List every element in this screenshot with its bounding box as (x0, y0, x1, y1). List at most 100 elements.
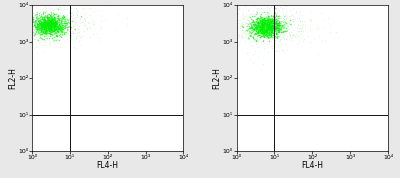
Point (60, 24, 66, 27)
Point (260, 32, 267, 35)
Point (256, 13, 263, 16)
Point (262, 25, 269, 28)
Point (63, 8, 70, 11)
Point (270, 28, 277, 31)
Point (45, 35, 52, 38)
Point (286, 14, 292, 17)
Point (253, 39, 259, 41)
Point (261, 32, 268, 34)
Point (263, 29, 270, 32)
Point (274, 11, 280, 14)
Point (266, 34, 272, 37)
Point (62, 27, 68, 30)
Point (47, 23, 53, 26)
Point (266, 26, 272, 29)
Point (276, 14, 282, 17)
Point (91, 22, 97, 25)
Point (49, 22, 55, 25)
Point (248, 17, 255, 20)
Point (77, 21, 83, 24)
Point (260, 16, 266, 19)
Point (40, 20, 47, 23)
Point (273, 21, 280, 23)
Point (50, 23, 56, 26)
Point (49, 22, 55, 25)
Point (42, 25, 49, 28)
Point (289, 19, 295, 22)
Point (54, 16, 60, 19)
Point (42, 14, 48, 17)
Point (46, 15, 52, 18)
Point (257, 31, 264, 34)
Point (55, 23, 62, 26)
Point (259, 18, 266, 20)
Point (254, 46, 261, 49)
Point (234, 24, 240, 27)
Point (56, 19, 62, 22)
Point (276, 22, 282, 25)
Point (48, 16, 54, 19)
Point (265, 18, 272, 21)
Point (268, 26, 274, 29)
Point (34, 23, 40, 25)
Point (254, 31, 261, 33)
Point (30, 12, 36, 14)
Point (72, 27, 78, 30)
Point (277, 23, 283, 26)
Point (42, 22, 48, 24)
Point (35, 19, 41, 22)
Point (256, 22, 263, 24)
Point (260, 25, 266, 28)
Point (49, 29, 56, 32)
Point (264, 19, 270, 22)
Point (263, 37, 269, 40)
Point (40, 29, 46, 32)
Point (275, 23, 281, 26)
Point (35, 25, 41, 28)
Point (266, 32, 272, 35)
Point (59, 33, 65, 36)
Point (299, 26, 306, 29)
Point (296, 14, 303, 17)
Point (62, 24, 68, 27)
Point (264, 29, 270, 32)
Point (267, 26, 273, 29)
Point (266, 15, 272, 17)
Point (38, 20, 45, 23)
Point (271, 21, 277, 24)
Point (252, 22, 258, 25)
Point (56, 25, 63, 28)
Point (244, 19, 250, 22)
Point (39, 25, 45, 28)
Point (38, 19, 44, 22)
Point (45, 21, 51, 24)
Point (262, 17, 268, 20)
Point (280, 20, 287, 22)
Point (46, 19, 52, 22)
Point (46, 27, 53, 29)
Point (264, 31, 270, 34)
Point (42, 20, 48, 23)
Point (287, 19, 293, 22)
Point (55, 13, 61, 16)
Point (265, 34, 271, 37)
Point (85, 21, 92, 24)
Point (37, 22, 44, 25)
Point (51, 26, 58, 29)
Point (54, 27, 61, 30)
Point (264, 23, 270, 25)
Point (260, 25, 266, 28)
Point (42, 32, 48, 35)
Point (246, 29, 252, 32)
Point (53, 23, 60, 26)
Point (279, 23, 285, 26)
Point (52, 22, 59, 25)
Point (289, 39, 296, 42)
Point (251, 22, 257, 25)
Point (43, 31, 49, 34)
Point (270, 17, 277, 20)
Point (43, 24, 49, 27)
Point (42, 27, 48, 30)
Point (90, 32, 97, 35)
Point (279, 30, 285, 33)
